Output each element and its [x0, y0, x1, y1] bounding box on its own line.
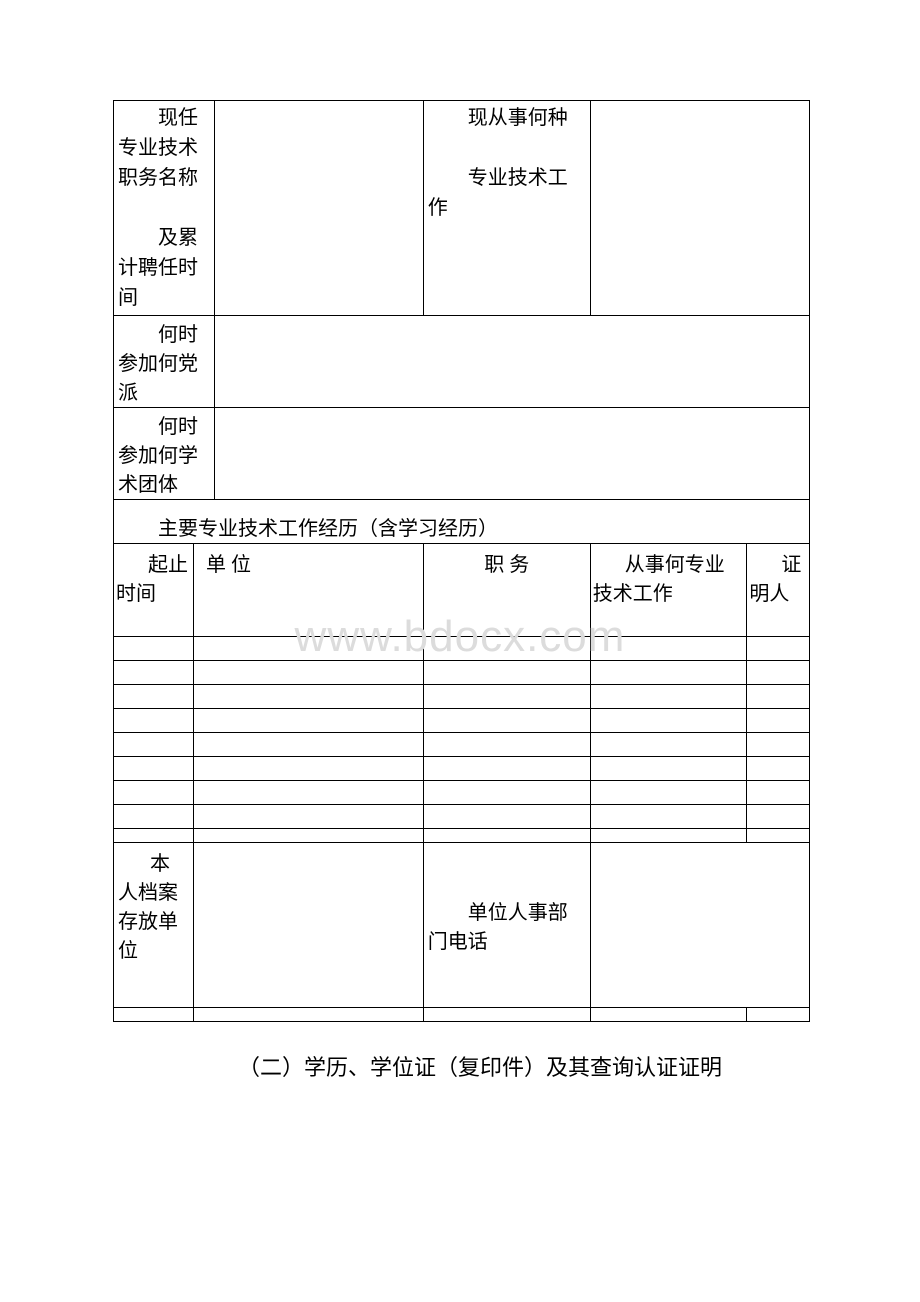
- row-academic-org: 何时参加何学术团体: [114, 408, 810, 500]
- txt-archive: 本人档案存放单位: [118, 853, 178, 962]
- section-title: （二）学历、学位证（复印件）及其查询认证证明: [150, 1050, 810, 1082]
- table-row: [114, 733, 810, 757]
- txt-current-pos-1: 现任专业技术职务名称: [118, 107, 198, 189]
- table-row: [114, 757, 810, 781]
- cell-party-value: [214, 316, 809, 408]
- table-row: [114, 781, 810, 805]
- cell-hr-phone-value: [590, 843, 809, 1008]
- row-archive: 本人档案存放单位 单位人事部门电话: [114, 843, 810, 1008]
- row-party: 何时参加何党派: [114, 316, 810, 408]
- row-history-header: 主要专业技术工作经历（含学习经历）: [114, 500, 810, 544]
- cell-history-header: 主要专业技术工作经历（含学习经历）: [114, 500, 810, 544]
- txt-current-work-2: 专业技术工作: [428, 167, 568, 219]
- table-row: [114, 805, 810, 829]
- txt-current-pos-2: 及累计聘任时间: [118, 227, 198, 309]
- txt-party: 何时参加何党派: [118, 324, 198, 404]
- txt-hr-phone: 单位人事部门电话: [428, 902, 568, 953]
- cell-current-position-label: 现任专业技术职务名称 及累计聘任时间: [114, 101, 215, 316]
- col-header-work: 从事何专业技术工作: [590, 544, 747, 637]
- txt-col-unit: 单 位: [206, 554, 251, 576]
- cell-current-work-value: [590, 101, 809, 316]
- cell-current-work-label: 现从事何种 专业技术工作: [423, 101, 590, 316]
- col-header-witness: 证明人: [747, 544, 810, 637]
- row-columns-header: 起止时间 单 位 职 务 从事何专业技术工作 证明人: [114, 544, 810, 637]
- cell-academic-label: 何时参加何学术团体: [114, 408, 215, 500]
- col-header-unit: 单 位: [194, 544, 424, 637]
- cell-archive-value: [194, 843, 424, 1008]
- table-row: [114, 685, 810, 709]
- txt-col-witness: 证明人: [749, 554, 801, 605]
- txt-academic: 何时参加何学术团体: [118, 416, 198, 496]
- cell-archive-label: 本人档案存放单位: [114, 843, 194, 1008]
- table-row: [114, 829, 810, 843]
- cell-party-label: 何时参加何党派: [114, 316, 215, 408]
- txt-col-time: 起止时间: [116, 554, 188, 605]
- txt-history-header: 主要专业技术工作经历（含学习经历）: [158, 518, 498, 540]
- main-form-table: 现任专业技术职务名称 及累计聘任时间 现从事何种 专业技术工作 何时参加何党派 …: [113, 100, 810, 1022]
- row-current-position: 现任专业技术职务名称 及累计聘任时间 现从事何种 专业技术工作: [114, 101, 810, 316]
- table-row: [114, 709, 810, 733]
- txt-current-work-1: 现从事何种: [468, 107, 568, 129]
- form-table-container: 现任专业技术职务名称 及累计聘任时间 现从事何种 专业技术工作 何时参加何党派 …: [113, 100, 810, 1022]
- cell-current-position-value: [214, 101, 423, 316]
- col-header-time: 起止时间: [114, 544, 194, 637]
- cell-hr-phone-label: 单位人事部门电话: [423, 843, 590, 1008]
- table-row: [114, 637, 810, 661]
- txt-col-work: 从事何专业技术工作: [593, 554, 725, 605]
- txt-col-position: 职 务: [484, 554, 529, 576]
- col-header-position: 职 务: [423, 544, 590, 637]
- table-row: [114, 661, 810, 685]
- cell-academic-value: [214, 408, 809, 500]
- table-row: [114, 1008, 810, 1022]
